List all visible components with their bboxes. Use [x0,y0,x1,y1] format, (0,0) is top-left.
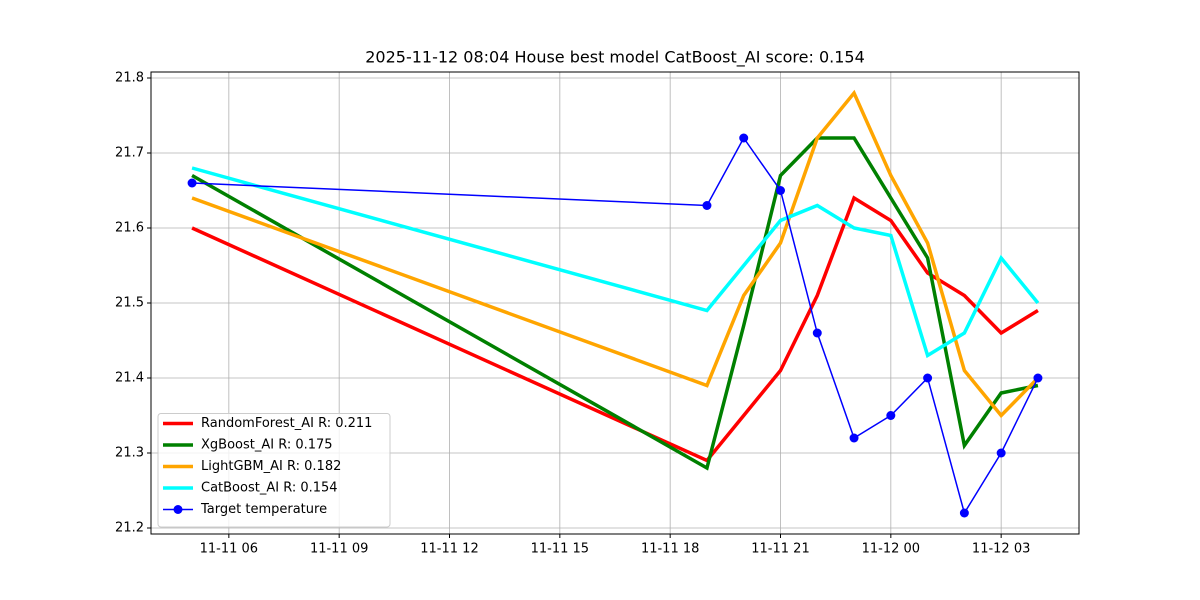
x-tick-label: 11-11 06 [200,542,258,557]
point-marker [739,133,749,143]
x-tick-label: 11-12 03 [972,542,1030,557]
x-tick-label: 11-12 00 [862,542,920,557]
y-tick-label: 21.7 [115,146,144,161]
series-line [191,136,1039,471]
series-line [191,166,1040,359]
point-marker [959,508,969,518]
point-marker [702,201,712,210]
x-tick-label: 11-11 09 [310,542,368,557]
point-marker [996,448,1006,458]
x-tick-label: 11-11 15 [531,542,589,557]
point-marker [849,433,859,443]
plot-frame [150,71,1080,535]
point-marker [923,373,933,383]
point-marker [775,186,785,195]
y-tick-label: 21.5 [115,296,144,311]
point-marker [812,328,822,338]
x-tick-label: 11-11 18 [641,542,699,557]
x-tick-label: 11-11 12 [420,542,478,557]
x-tick-label: 11-11 21 [751,542,809,557]
legend-label: XgBoost_AI R: 0.175 [201,438,333,453]
chart-title: 2025-11-12 08:04 House best model CatBoo… [365,48,865,68]
point-marker [1033,373,1043,383]
legend-label: Target temperature [200,502,327,517]
y-tick-label: 21.4 [115,371,144,386]
y-tick-label: 21.3 [115,446,144,461]
y-tick-label: 21.8 [115,71,144,86]
y-tick-label: 21.2 [115,521,144,536]
series-line [191,89,1040,419]
legend-box [157,413,391,528]
legend-label: RandomForest_AI R: 0.211 [201,416,372,431]
point-marker [187,178,197,188]
legend-label: LightGBM_AI R: 0.182 [201,459,341,474]
legend-label: CatBoost_AI R: 0.154 [201,481,338,496]
point-marker [886,411,896,420]
legend-marker [173,505,183,514]
y-tick-label: 21.6 [115,221,144,236]
legend: RandomForest_AI R: 0.211 XgBoost_AI R: 0.… [157,413,391,528]
